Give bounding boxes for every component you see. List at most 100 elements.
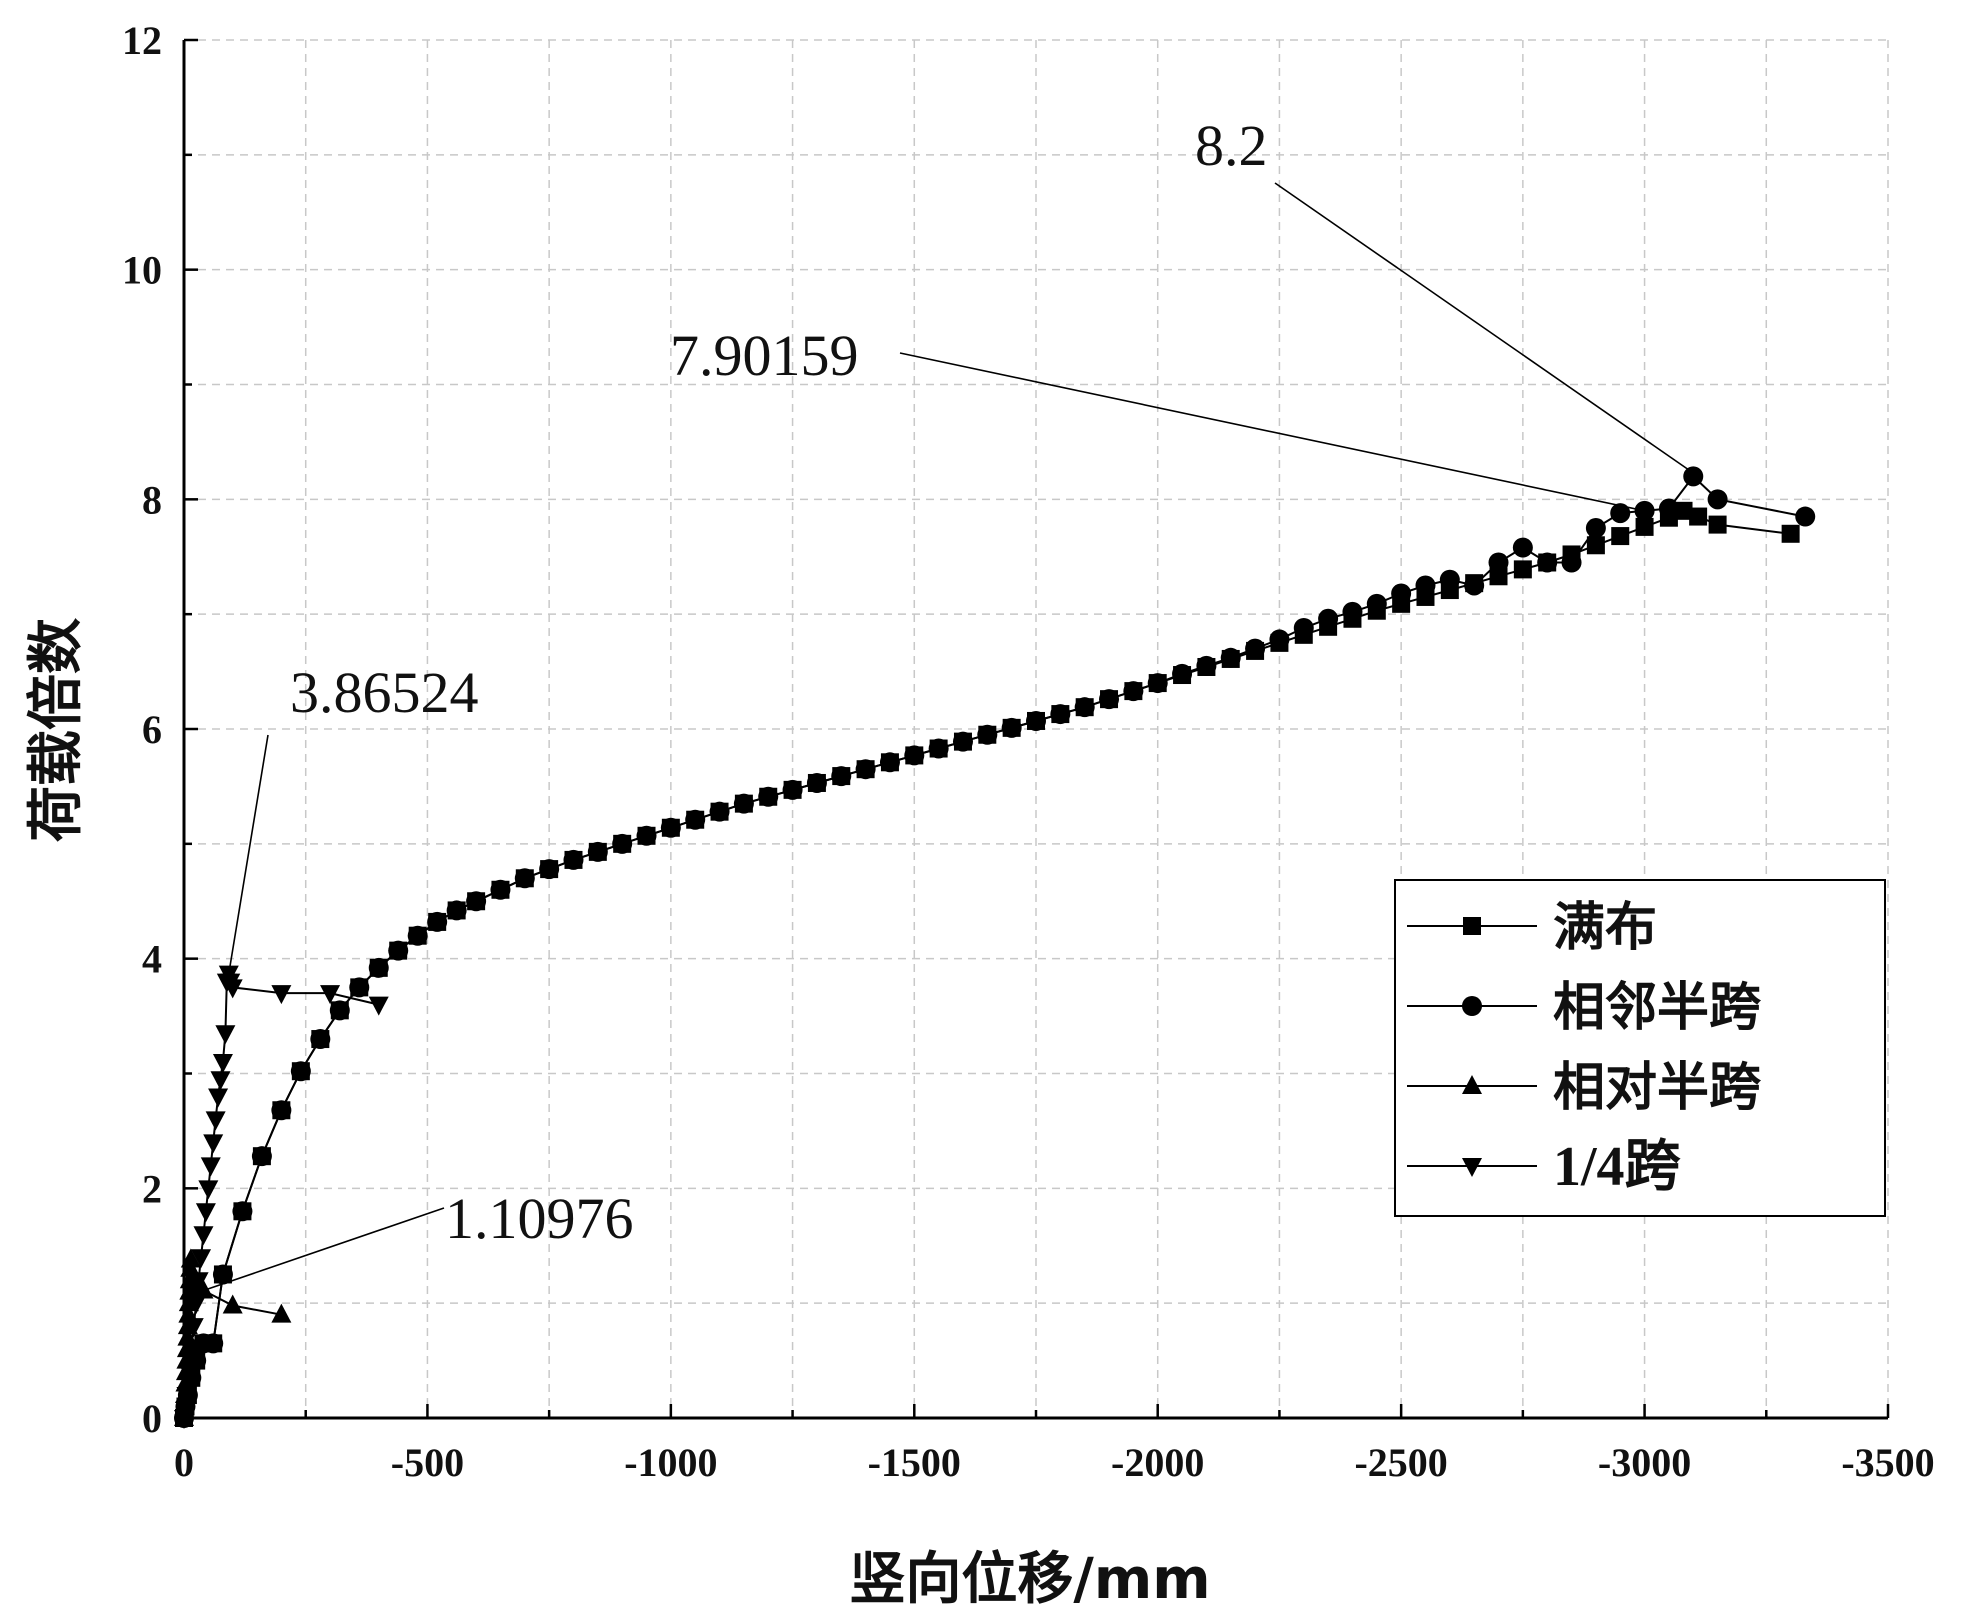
y-tick-label: 10: [122, 248, 162, 293]
data-point: [388, 940, 409, 961]
data-point: [1074, 697, 1095, 718]
data-point: [349, 977, 370, 998]
data-point: [1683, 466, 1704, 487]
data-point: [368, 996, 389, 1016]
data-point: [1123, 681, 1144, 702]
data-point: [178, 1364, 199, 1384]
data-point: [271, 985, 292, 1005]
data-point: [271, 1100, 292, 1121]
annotation-leader: [1274, 182, 1699, 478]
data-point: [660, 817, 681, 838]
data-point: [174, 1410, 194, 1429]
data-point: [290, 1061, 311, 1082]
data-point: [1415, 575, 1436, 596]
x-tick-label: -1000: [624, 1440, 717, 1485]
y-tick-label: 2: [142, 1166, 162, 1211]
data-point: [195, 1203, 216, 1223]
data-point: [1464, 575, 1485, 596]
annotation-label: 7.90159: [670, 323, 859, 388]
data-point: [1172, 663, 1193, 684]
data-point: [1269, 629, 1290, 650]
data-point: [1781, 524, 1800, 543]
data-point: [222, 979, 243, 999]
data-point: [855, 759, 876, 780]
data-point: [879, 752, 900, 773]
data-point: [490, 879, 511, 900]
x-tick-label: -2500: [1354, 1440, 1447, 1485]
legend-marker: [1462, 1158, 1482, 1177]
data-point: [368, 957, 389, 978]
data-point: [1707, 489, 1728, 510]
legend-label: 相对半跨: [1553, 1058, 1762, 1118]
annotation-leader: [203, 1207, 445, 1292]
data-point: [181, 1341, 202, 1361]
data-point: [1366, 593, 1387, 614]
data-point: [782, 779, 803, 800]
data-point: [1658, 498, 1679, 519]
y-tick-label: 4: [142, 937, 162, 982]
data-point: [904, 745, 925, 766]
data-point: [1439, 569, 1460, 590]
data-point: [188, 1272, 209, 1292]
data-point: [1513, 560, 1532, 579]
y-tick-label: 8: [142, 477, 162, 522]
data-point: [427, 911, 448, 932]
data-point: [310, 1029, 331, 1050]
y-tick-label: 0: [142, 1396, 162, 1441]
data-point: [1611, 527, 1630, 546]
axes: 0 -500 -1000 -1500 -2000 -2500 -3000 -350002468…: [122, 18, 1935, 1485]
data-point: [193, 1279, 214, 1299]
data-point: [1537, 552, 1558, 573]
data-point: [210, 1071, 231, 1091]
data-point: [806, 772, 827, 793]
data-point: [271, 1303, 292, 1323]
legend-label: 相邻半跨: [1553, 978, 1762, 1038]
y-tick-label: 12: [122, 18, 162, 63]
x-tick-label: 0: [174, 1440, 194, 1485]
data-point: [215, 1025, 236, 1045]
data-point: [733, 793, 754, 814]
data-point: [203, 1333, 224, 1354]
legend-marker: [1462, 1075, 1482, 1094]
data-point: [232, 1201, 253, 1222]
data-point: [212, 1264, 233, 1285]
data-point: [758, 786, 779, 807]
x-tick-label: -3000: [1598, 1440, 1691, 1485]
legend-label: 1/4跨: [1553, 1136, 1682, 1198]
data-point: [176, 1387, 197, 1407]
data-point: [1586, 536, 1605, 555]
x-tick-label: -3500: [1841, 1440, 1934, 1485]
data-point: [831, 766, 852, 787]
data-point: [685, 809, 706, 830]
data-point: [1635, 517, 1654, 536]
data-point: [1099, 689, 1120, 710]
x-tick-label: -2000: [1111, 1440, 1204, 1485]
data-point: [329, 1000, 350, 1021]
data-point: [1585, 518, 1606, 539]
data-point: [709, 801, 730, 822]
data-point: [514, 868, 535, 889]
data-point: [1708, 515, 1727, 534]
data-point: [1050, 704, 1071, 725]
data-point: [180, 1248, 201, 1268]
data-point: [251, 1146, 272, 1167]
data-point: [446, 900, 467, 921]
data-point: [407, 925, 428, 946]
data-point: [977, 724, 998, 745]
data-point: [928, 738, 949, 759]
data-point: [175, 1372, 196, 1392]
data-point: [952, 731, 973, 752]
legend-label: 满布: [1553, 898, 1657, 958]
data-point: [205, 1111, 226, 1131]
x-tick-label: -1500: [868, 1440, 961, 1485]
data-point: [222, 1294, 243, 1314]
data-point: [1489, 567, 1508, 586]
data-point: [1689, 507, 1708, 526]
data-point: [198, 1180, 219, 1200]
data-point: [466, 891, 487, 912]
data-point: [1147, 673, 1168, 694]
data-point: [1318, 608, 1339, 629]
